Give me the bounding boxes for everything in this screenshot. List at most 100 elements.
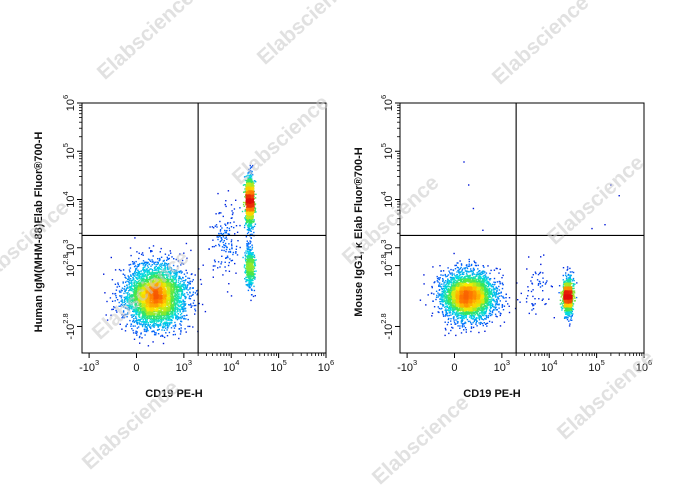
event-point: [147, 258, 150, 260]
event-point: [160, 256, 163, 258]
event-point: [168, 268, 171, 270]
event-point: [248, 215, 250, 217]
event-point: [174, 295, 177, 297]
event-point: [179, 333, 182, 335]
event-point: [252, 260, 255, 262]
event-point: [181, 317, 183, 319]
event-point: [174, 287, 176, 289]
event-point: [139, 309, 142, 311]
event-point: [163, 309, 165, 311]
event-point: [150, 313, 152, 315]
event-point: [156, 282, 158, 284]
event-point: [158, 269, 160, 271]
event-point: [144, 295, 146, 298]
event-point: [193, 299, 195, 302]
event-point: [129, 302, 131, 305]
event-point: [137, 273, 139, 276]
event-point: [129, 247, 132, 249]
event-point: [246, 279, 248, 281]
event-point: [160, 288, 162, 291]
event-point: [173, 313, 176, 316]
event-point: [159, 325, 161, 327]
event-point: [172, 325, 174, 327]
event-point: [192, 279, 194, 281]
event-point: [164, 278, 166, 281]
event-point: [147, 315, 149, 317]
event-point: [159, 309, 161, 312]
event-point: [252, 268, 255, 271]
event-point: [142, 316, 144, 318]
event-point: [249, 254, 251, 256]
event-point: [212, 227, 215, 229]
event-point: [155, 305, 157, 307]
event-point: [184, 304, 186, 306]
event-point: [146, 278, 148, 280]
event-point: [160, 274, 162, 276]
event-point: [170, 284, 173, 286]
event-point: [147, 322, 149, 324]
event-point: [250, 216, 253, 219]
event-point: [156, 271, 159, 274]
event-point: [181, 262, 183, 264]
event-point: [251, 188, 253, 191]
event-point: [145, 263, 147, 265]
event-point: [247, 271, 250, 273]
event-point: [125, 292, 127, 294]
event-point: [130, 275, 132, 277]
event-point: [146, 297, 148, 299]
event-point: [138, 297, 140, 299]
event-point: [153, 263, 155, 265]
event-point: [253, 196, 255, 198]
event-point: [183, 252, 185, 254]
event-point: [134, 306, 137, 308]
event-point: [138, 275, 141, 277]
event-point: [170, 269, 172, 272]
event-point: [164, 325, 167, 327]
event-point: [145, 296, 148, 299]
event-point: [147, 314, 150, 316]
event-point: [184, 285, 186, 287]
event-point: [168, 331, 171, 334]
event-point: [134, 325, 136, 327]
event-point: [125, 277, 127, 279]
event-point: [183, 305, 185, 307]
event-point: [176, 272, 179, 274]
event-point: [162, 299, 164, 302]
event-point: [252, 226, 254, 228]
event-point: [152, 300, 154, 302]
event-point: [244, 217, 246, 219]
event-point: [234, 262, 236, 265]
event-point: [249, 183, 251, 186]
event-point: [147, 266, 150, 269]
event-point: [230, 204, 233, 206]
event-point: [138, 336, 141, 339]
event-point: [138, 318, 140, 321]
event-point: [252, 184, 254, 186]
event-point: [252, 253, 254, 256]
event-point: [160, 335, 162, 337]
event-point: [158, 311, 161, 313]
event-point: [128, 289, 131, 291]
event-point: [141, 283, 143, 286]
event-point: [132, 319, 134, 322]
event-point: [173, 307, 176, 309]
event-point: [224, 229, 226, 232]
event-point: [165, 297, 167, 299]
event-point: [131, 316, 133, 318]
event-point: [147, 292, 149, 294]
event-point: [216, 226, 218, 228]
event-point: [139, 301, 142, 303]
event-point: [164, 321, 167, 323]
event-point: [150, 311, 152, 313]
event-point: [166, 278, 168, 281]
event-point: [149, 290, 151, 292]
event-point: [245, 261, 247, 263]
event-point: [251, 186, 253, 189]
event-point: [144, 326, 146, 328]
event-point: [244, 188, 246, 190]
event-point: [251, 275, 253, 278]
event-point: [156, 313, 158, 315]
event-point: [169, 303, 171, 305]
event-point: [222, 232, 225, 235]
event-point: [175, 293, 177, 295]
